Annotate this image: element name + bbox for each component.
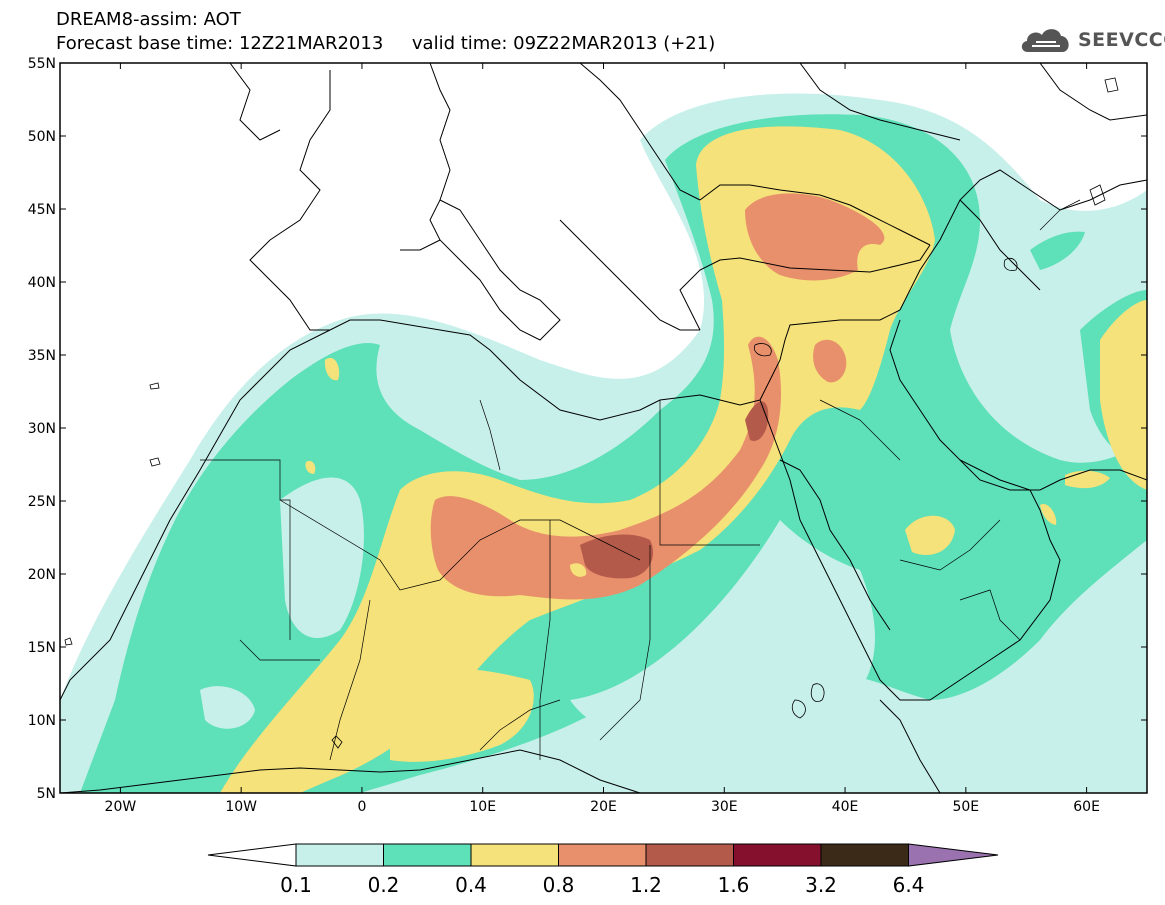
logo-text: SEEVCCC xyxy=(1078,29,1165,51)
cloud-icon xyxy=(1021,29,1069,52)
lat-tick-label: 15N xyxy=(28,640,56,656)
lon-tick-label: 20E xyxy=(590,799,617,815)
lat-tick-label: 20N xyxy=(28,567,56,583)
lon-tick-label: 20W xyxy=(105,799,137,815)
lat-tick-label: 40N xyxy=(28,275,56,291)
lat-tick-label: 10N xyxy=(28,713,56,729)
lat-tick-label: 45N xyxy=(28,202,56,218)
lon-tick-label: 10E xyxy=(469,799,496,815)
lakes-islands xyxy=(64,77,1119,749)
lat-tick-label: 30N xyxy=(28,421,56,437)
map-title: DREAM8-assim: AOT xyxy=(56,9,241,30)
valid-time-label: valid time: 09Z22MAR2013 (+21) xyxy=(411,33,716,54)
lat-tick-label: 35N xyxy=(28,348,56,364)
political-borders xyxy=(200,199,1081,761)
lon-tick-label: 40E xyxy=(832,799,859,815)
aot-field-1.2 xyxy=(580,401,769,579)
seevccc-logo: SEEVCCC xyxy=(1018,24,1165,56)
lon-tick-label: 0 xyxy=(357,799,366,815)
aot-field-0.1-inner xyxy=(200,338,875,746)
forecast-time-line: Forecast base time: 12Z21MAR2013 valid t… xyxy=(56,34,715,54)
lon-tick-label: 30E xyxy=(711,799,738,815)
lon-tick-label: 50E xyxy=(952,799,979,815)
lat-tick-label: 50N xyxy=(28,129,56,145)
aot-field-0.4-inner xyxy=(570,563,587,577)
coastlines xyxy=(60,63,1147,793)
aot-field-0.8 xyxy=(430,193,885,600)
aot-field-0.4 xyxy=(220,126,1147,793)
lat-tick-label: 5N xyxy=(37,786,56,802)
lat-tick-label: 55N xyxy=(28,56,56,72)
lon-tick-label: 10W xyxy=(225,799,257,815)
base-time-label: Forecast base time: 12Z21MAR2013 xyxy=(56,33,384,54)
lat-tick-label: 25N xyxy=(28,494,56,510)
lon-tick-label: 60E xyxy=(1073,799,1100,815)
